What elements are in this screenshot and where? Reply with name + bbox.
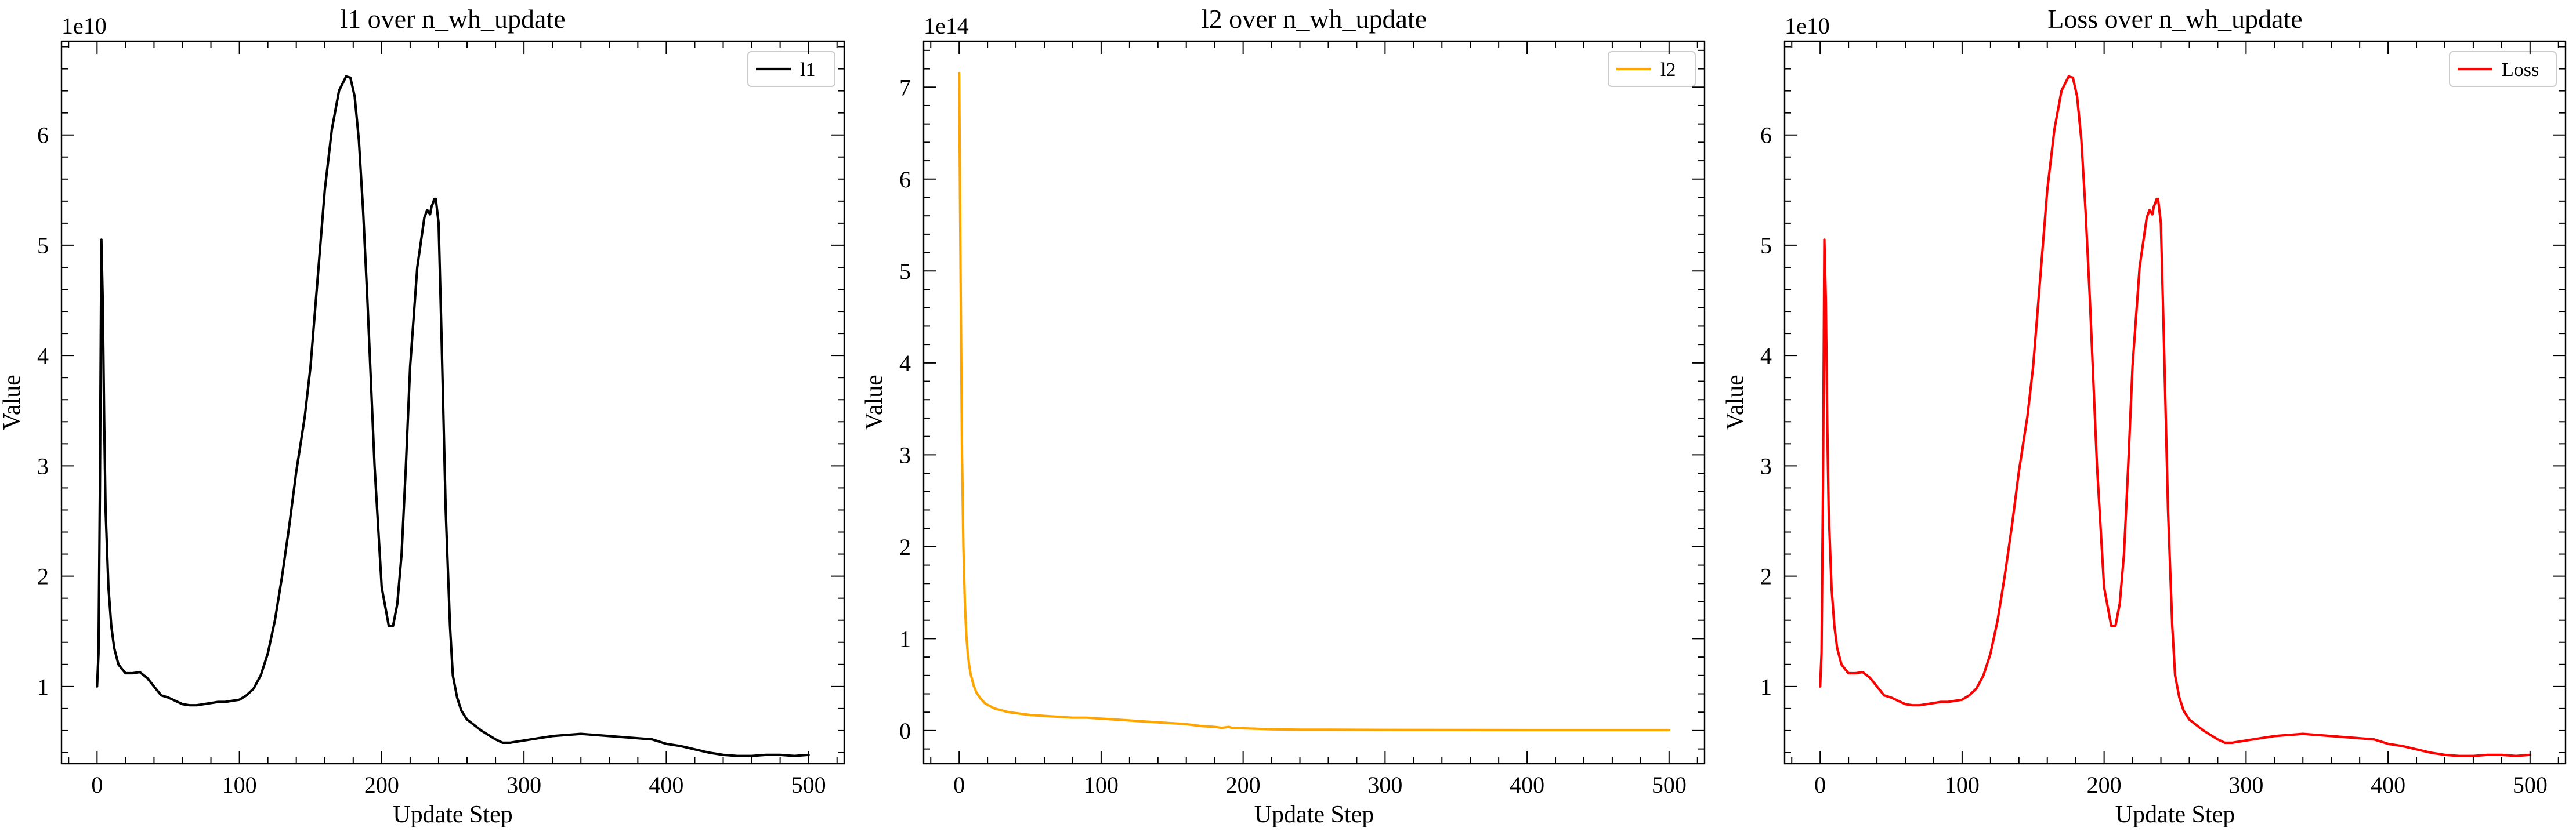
chart-panel-loss: Loss over n_wh_update 1e10 Update Step V…	[1722, 4, 2567, 828]
y-tick-label: 2	[1760, 564, 1772, 590]
x-axis-label: Update Step	[2115, 801, 2235, 828]
y-scale-label: 1e10	[61, 13, 107, 39]
x-tick-label: 0	[953, 772, 965, 798]
y-tick-label: 2	[899, 534, 911, 560]
series-line-l1	[96, 75, 810, 757]
x-tick-label: 500	[1652, 772, 1687, 798]
x-tick-label: 100	[1084, 772, 1119, 798]
chart-title: Loss over n_wh_update	[2047, 4, 2302, 34]
x-tick-label: 0	[91, 772, 103, 798]
legend-label: l2	[1660, 59, 1676, 81]
y-axis-label: Value	[861, 375, 888, 430]
y-tick-label: 3	[1760, 453, 1772, 479]
series-line-loss	[1819, 75, 2531, 757]
x-tick-label: 300	[2228, 772, 2263, 798]
y-tick-label: 1	[37, 674, 49, 700]
y-tick-label: 4	[1760, 343, 1772, 369]
y-scale-label: 1e10	[1785, 13, 1830, 39]
y-tick-label: 4	[899, 350, 911, 376]
x-axis-label: Update Step	[393, 801, 512, 828]
legend-box	[747, 51, 835, 87]
x-tick-label: 0	[1814, 772, 1826, 798]
x-tick-label: 500	[2513, 772, 2548, 798]
x-tick-label: 200	[1226, 772, 1261, 798]
legend-box	[2449, 51, 2557, 87]
x-tick-label: 400	[2371, 772, 2405, 798]
x-tick-label: 200	[2087, 772, 2122, 798]
x-tick-label: 400	[649, 772, 683, 798]
axes-frame	[1783, 40, 2567, 765]
x-tick-label: 200	[364, 772, 399, 798]
x-tick-label: 100	[1945, 772, 1980, 798]
chart-title: l1 over n_wh_update	[340, 4, 565, 34]
x-tick-label: 400	[1510, 772, 1544, 798]
y-axis-label: Value	[0, 375, 26, 430]
y-tick-label: 3	[37, 453, 49, 479]
y-tick-label: 0	[899, 718, 911, 744]
x-tick-label: 300	[1367, 772, 1402, 798]
legend-label: l1	[800, 59, 815, 81]
y-tick-label: 5	[1760, 233, 1772, 259]
y-scale-label: 1e14	[924, 13, 969, 39]
y-tick-label: 7	[899, 74, 911, 100]
y-tick-label: 5	[37, 233, 49, 259]
y-tick-label: 6	[899, 166, 911, 193]
axes-frame	[922, 40, 1706, 765]
y-tick-label: 2	[37, 564, 49, 590]
x-tick-label: 300	[506, 772, 541, 798]
y-tick-label: 3	[899, 442, 911, 468]
y-tick-label: 6	[1760, 122, 1772, 148]
y-tick-label: 6	[37, 122, 49, 148]
y-tick-label: 1	[1760, 674, 1772, 700]
y-axis-label: Value	[1722, 375, 1749, 430]
series-line-l2	[958, 72, 1670, 732]
chart-panel-l2: l2 over n_wh_update 1e14 Update Step Val…	[861, 4, 1706, 828]
y-tick-label: 5	[899, 258, 911, 284]
legend-label: Loss	[2502, 59, 2539, 81]
y-tick-label: 1	[899, 626, 911, 652]
x-tick-label: 500	[791, 772, 826, 798]
y-tick-label: 4	[37, 343, 49, 369]
chart-panel-l1: l1 over n_wh_update 1e10 Update Step Val…	[0, 4, 845, 828]
x-tick-label: 100	[222, 772, 257, 798]
axes-frame	[60, 40, 845, 765]
x-axis-label: Update Step	[1254, 801, 1374, 828]
chart-title: l2 over n_wh_update	[1202, 4, 1427, 34]
legend-box	[1608, 51, 1696, 87]
